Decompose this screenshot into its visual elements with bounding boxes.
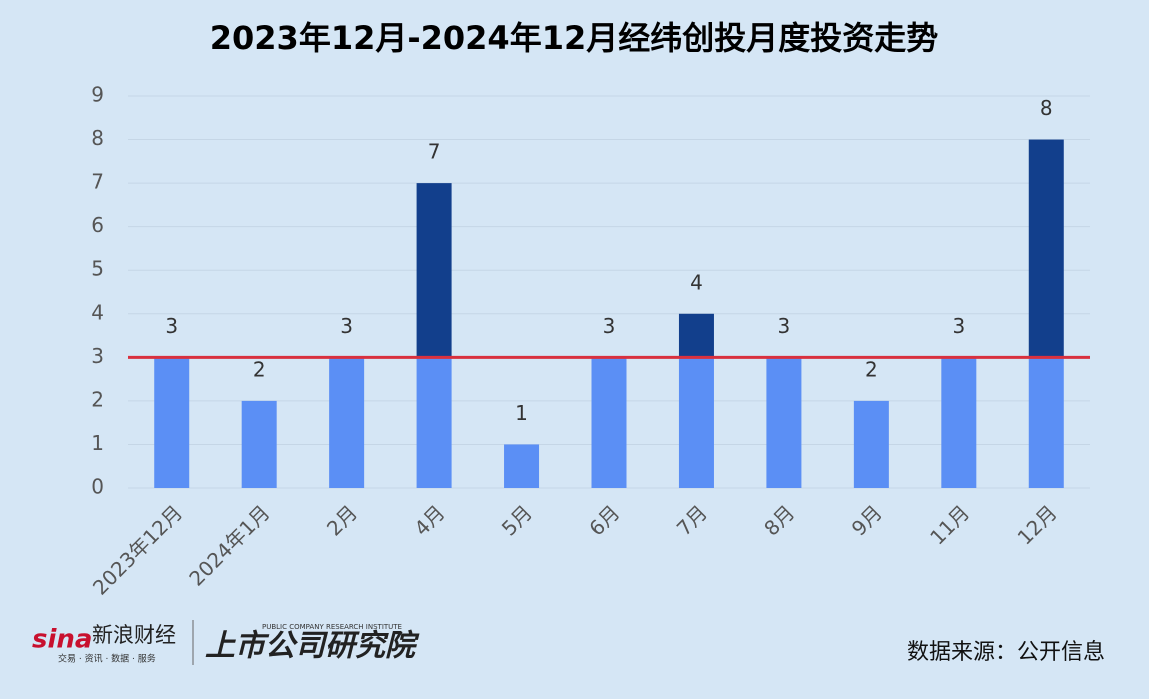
bar xyxy=(678,357,714,488)
data-label: 3 xyxy=(340,314,353,338)
y-tick-label: 4 xyxy=(91,300,104,324)
y-tick-label: 1 xyxy=(91,431,104,455)
y-tick-label: 8 xyxy=(91,126,104,150)
bar xyxy=(853,400,889,488)
data-label: 3 xyxy=(603,314,616,338)
data-label: 1 xyxy=(515,401,528,425)
bar xyxy=(1028,357,1064,488)
data-label: 2 xyxy=(865,357,878,381)
y-tick-label: 2 xyxy=(91,387,104,411)
logo-tagline: 交易 · 资讯 · 数据 · 服务 xyxy=(58,653,156,665)
bar xyxy=(416,357,452,488)
data-label: 7 xyxy=(428,140,441,164)
bar xyxy=(591,357,627,488)
data-label: 4 xyxy=(690,270,703,294)
y-tick-label: 3 xyxy=(91,344,104,368)
data-label: 3 xyxy=(778,314,791,338)
data-label: 8 xyxy=(1040,96,1053,120)
y-tick-label: 9 xyxy=(91,83,104,107)
chart-title: 2023年12月-2024年12月经纬创投月度投资走势 xyxy=(210,19,938,57)
logo: sina xyxy=(32,625,92,655)
bar xyxy=(241,400,277,488)
y-tick-label: 7 xyxy=(91,170,104,194)
y-tick-label: 5 xyxy=(91,257,104,281)
bar xyxy=(941,357,977,488)
bar-above xyxy=(678,313,714,358)
bar-above xyxy=(416,183,452,358)
y-tick-label: 6 xyxy=(91,213,104,237)
institute: 上市公司研究院 xyxy=(205,629,420,664)
institute-en: PUBLIC COMPANY RESEARCH INSTITUTE xyxy=(262,623,402,631)
bar xyxy=(154,357,190,488)
bar-above xyxy=(1028,139,1064,358)
source: 数据来源：公开信息 xyxy=(907,640,1105,665)
logo-name: 新浪财经 xyxy=(92,623,176,647)
bar xyxy=(329,357,365,488)
data-label: 3 xyxy=(952,314,965,338)
y-tick-label: 0 xyxy=(91,475,104,499)
bar xyxy=(766,357,802,488)
data-label: 2 xyxy=(253,357,266,381)
bar xyxy=(504,444,540,488)
data-label: 3 xyxy=(165,314,178,338)
